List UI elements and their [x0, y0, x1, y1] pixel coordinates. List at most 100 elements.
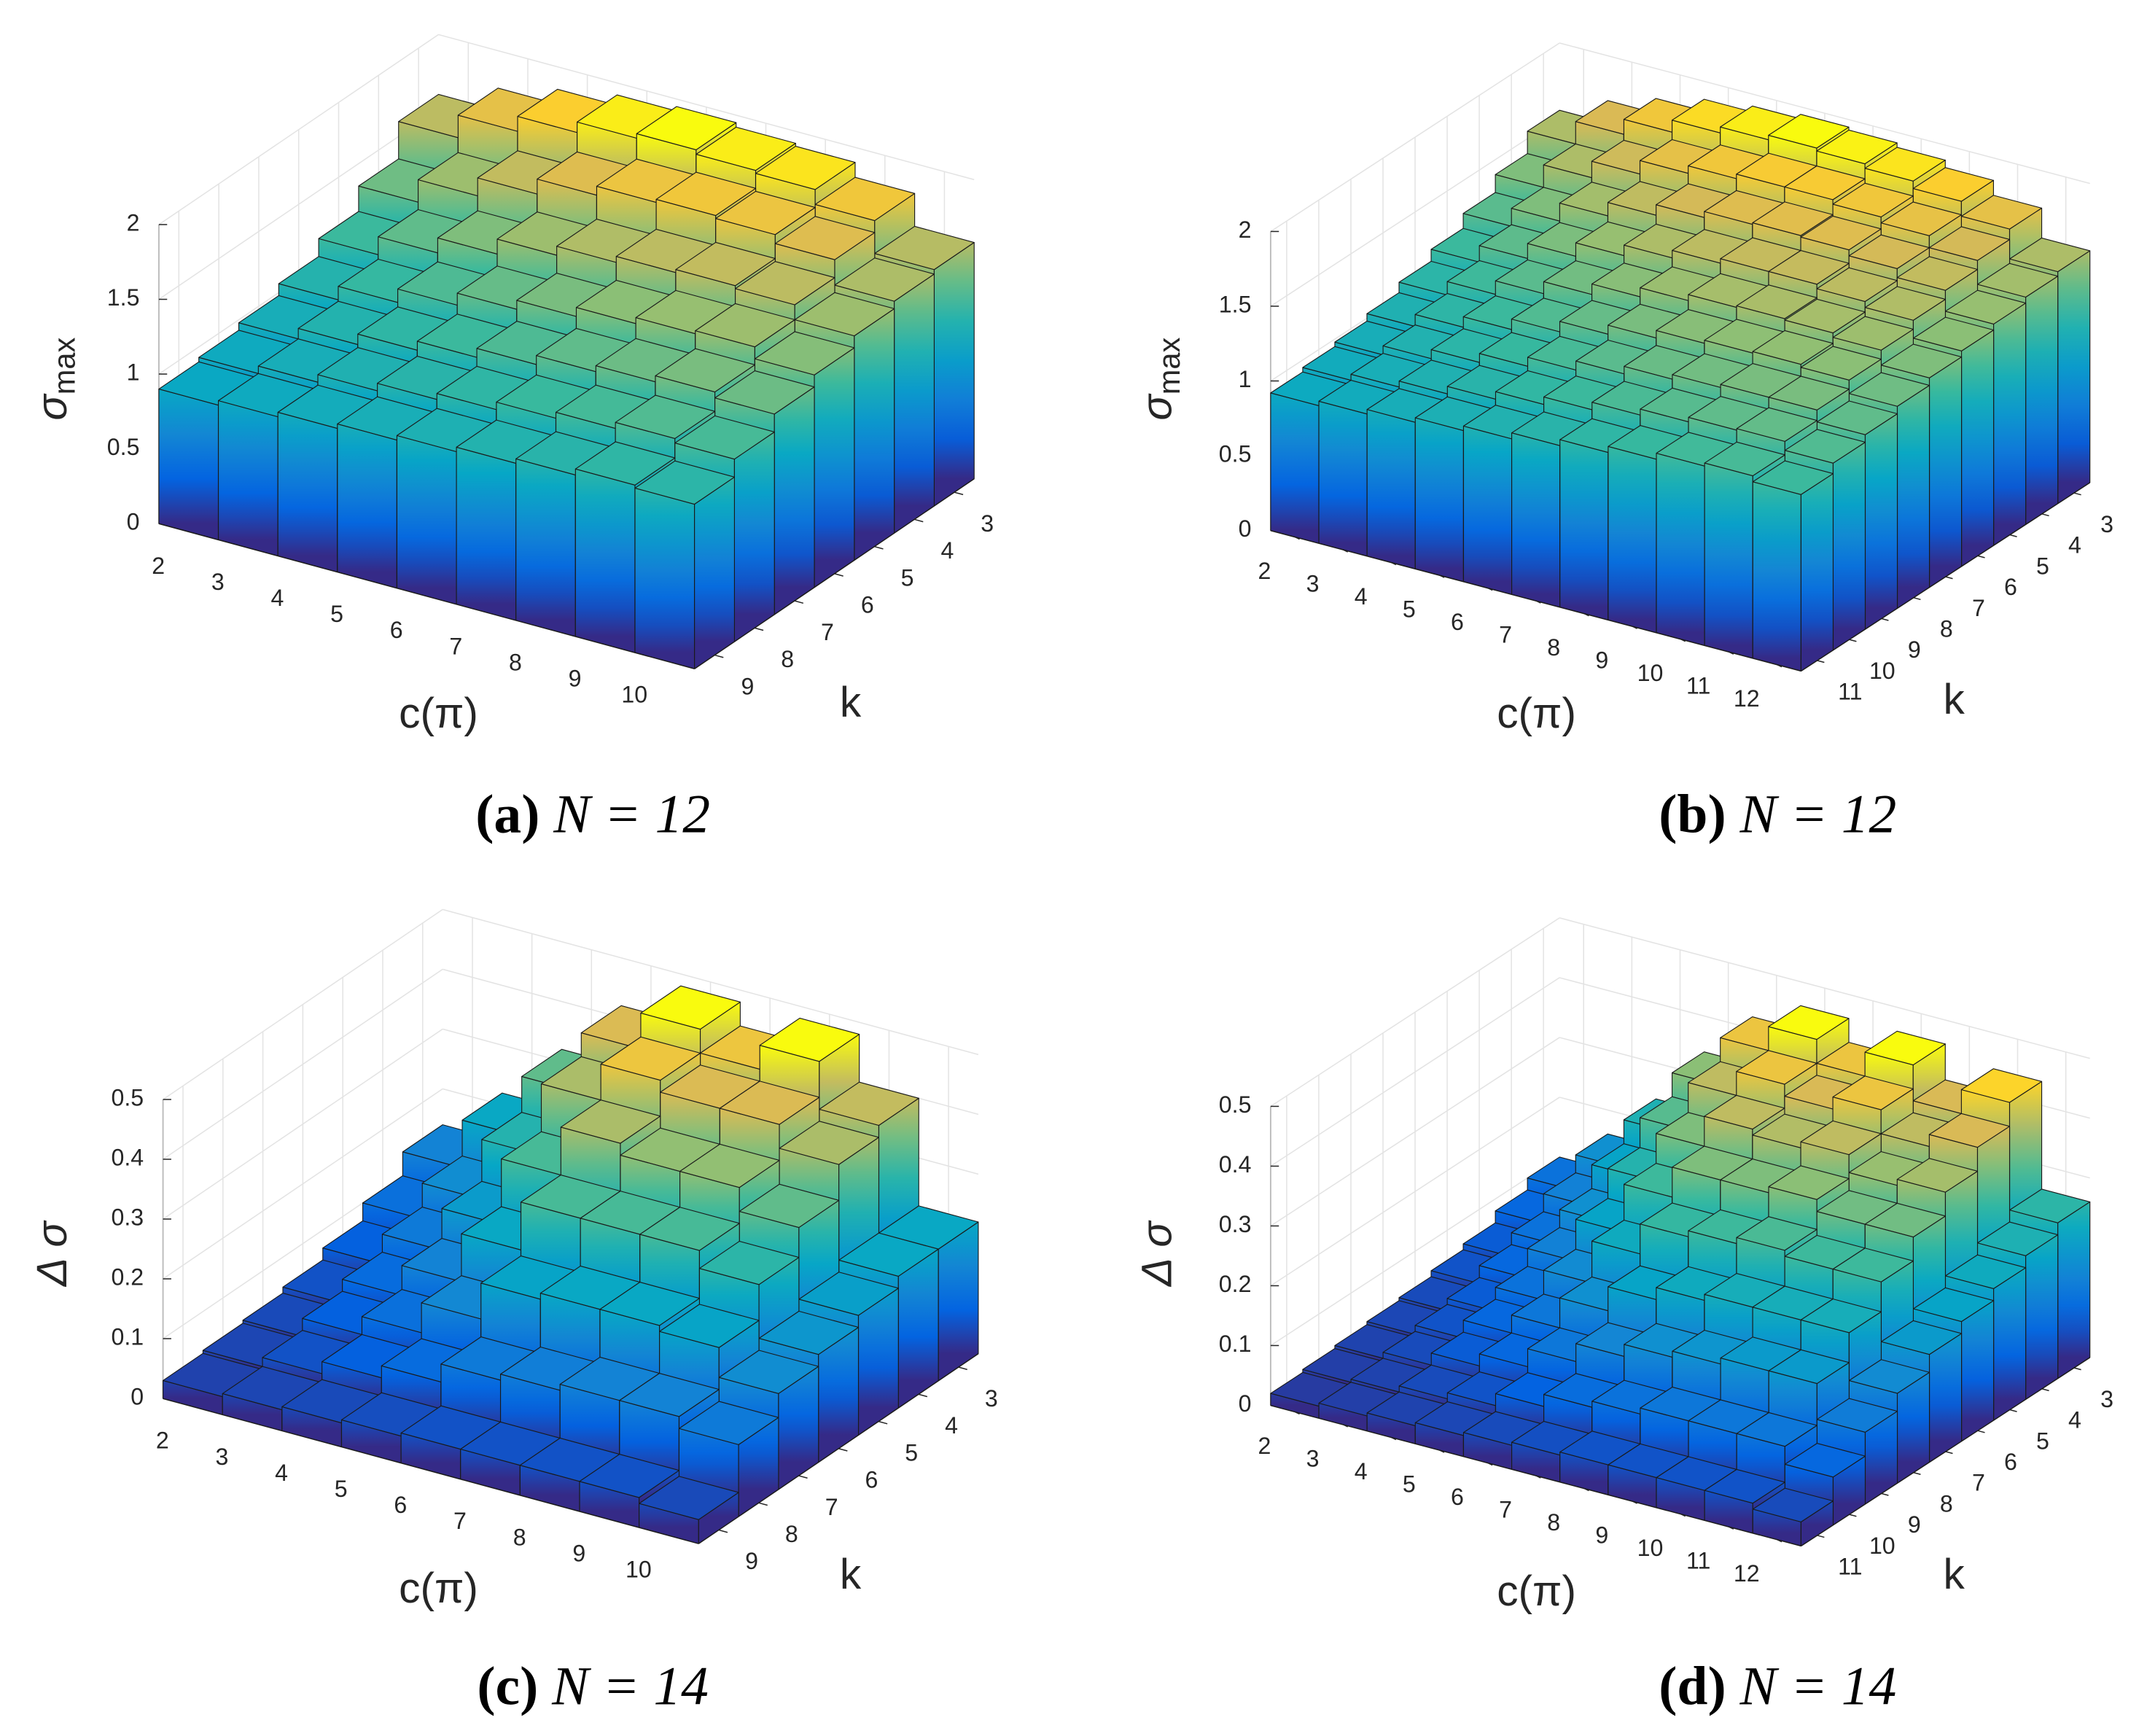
bar-front — [396, 435, 457, 605]
y-tick-label: 3 — [981, 510, 994, 537]
bar-top — [1768, 250, 1850, 285]
bar-top — [1960, 1068, 2043, 1103]
caption-tag: (a) — [475, 785, 539, 845]
tick-mark — [1849, 1514, 1857, 1517]
bar-top — [560, 1099, 661, 1144]
bar-top — [1928, 226, 2011, 261]
tick-mark — [1945, 576, 1953, 580]
z-tick-label: 0.2 — [1219, 1271, 1252, 1297]
bar-top — [1704, 441, 1785, 477]
bar-front — [634, 487, 696, 669]
z-label-symbol: σ — [29, 393, 77, 421]
caption-tag: (b) — [1659, 785, 1726, 845]
y-tick-label: 5 — [2036, 1428, 2049, 1454]
y-tick-label: 11 — [1838, 1554, 1862, 1580]
caption-tag: (c) — [477, 1657, 538, 1717]
bar — [639, 1476, 739, 1544]
bar-top — [639, 1476, 739, 1520]
x-axis-label: c(π) — [399, 690, 478, 737]
z-tick-label: 0.1 — [1219, 1331, 1252, 1357]
bar-top — [1912, 1287, 1995, 1323]
bar-top — [798, 1272, 899, 1316]
panel: 00.10.20.30.40.52 3 4 5 6 7 8 9 10 11 123456789101… — [1134, 917, 2113, 1717]
y-tick-label: 3 — [2100, 1386, 2113, 1412]
tick-mark — [838, 1447, 848, 1452]
z-tick-label: 0.3 — [1219, 1211, 1252, 1237]
y-tick-label: 3 — [2100, 511, 2113, 537]
tick-mark — [878, 1420, 888, 1425]
tick-mark — [1817, 660, 1825, 663]
bar-top — [734, 261, 835, 305]
bar-top — [675, 241, 776, 287]
z-tick-label: 2 — [1239, 217, 1252, 243]
bar-top — [634, 460, 735, 505]
x-tick-label: 5 — [1403, 596, 1416, 622]
bar-top — [1800, 346, 1882, 381]
bar-side — [1896, 384, 1930, 609]
z-axis-label: σmax — [1134, 338, 1186, 421]
bar-top — [1848, 1359, 1930, 1394]
bar-top — [640, 985, 741, 1030]
tick-mark — [2041, 513, 2049, 517]
x-tick-label: 5 — [330, 601, 343, 627]
z-tick-label: 0 — [130, 1384, 144, 1410]
y-tick-label: 5 — [905, 1439, 918, 1466]
y-tick-label: 8 — [1940, 616, 1953, 642]
tick-mark — [754, 627, 764, 631]
bar-top — [1832, 182, 1914, 218]
x-tick-label: 7 — [449, 633, 462, 659]
bar-front — [1462, 425, 1513, 595]
y-tick-label: 4 — [940, 537, 954, 564]
bar-side — [1993, 1267, 2027, 1421]
x-tick-label: 7 — [453, 1508, 467, 1534]
bar-front — [1608, 445, 1657, 634]
bar-top — [1704, 1468, 1785, 1504]
tick-mark — [2009, 534, 2017, 537]
bar-top — [1736, 284, 1817, 319]
bar-top — [698, 1240, 800, 1285]
y-tick-label: 8 — [785, 1521, 798, 1547]
bar-side — [1961, 330, 1995, 567]
z-tick-label: 1 — [127, 359, 140, 386]
bar-top — [834, 257, 935, 302]
x-tick-label: 8 — [509, 649, 522, 675]
bar-side — [774, 386, 815, 615]
bar-top — [1880, 201, 1962, 236]
x-tick-label: 2 — [156, 1428, 169, 1454]
x-tick-label: 2 — [1258, 1433, 1271, 1459]
y-tick-label: 9 — [1908, 1511, 1921, 1538]
tick-mark — [1913, 1471, 1921, 1475]
bar-top — [636, 106, 737, 151]
x-axis-label: c(π) — [1497, 690, 1576, 737]
bar-top — [874, 225, 975, 270]
x-axis-label: c(π) — [1497, 1568, 1576, 1615]
bar-top — [1816, 1398, 1898, 1433]
z-tick-label: 0.5 — [1219, 440, 1252, 467]
x-tick-label: 4 — [1355, 583, 1368, 610]
tick-mark — [1881, 1492, 1889, 1496]
tick-mark — [874, 545, 884, 550]
bar-front — [1270, 392, 1320, 544]
z-label-symbol: σ — [1134, 393, 1181, 421]
x-tick-label: 9 — [572, 1540, 585, 1566]
bar-top — [600, 1036, 701, 1081]
bar-side — [1832, 441, 1866, 651]
bar-side — [894, 273, 935, 534]
z-label-symbol: Δ σ — [29, 1220, 77, 1288]
x-tick-label: 9 — [1595, 1522, 1608, 1548]
bar-side — [694, 476, 735, 669]
y-tick-label: 6 — [865, 1467, 878, 1493]
x-tick-label: 3 — [216, 1444, 229, 1470]
bar-side — [733, 431, 775, 642]
z-tick-label: 0.2 — [111, 1264, 144, 1290]
x-tick-label: 4 — [1355, 1458, 1368, 1484]
tick-mark — [758, 1502, 768, 1506]
bar-top — [1928, 1113, 2011, 1148]
bar-top — [1944, 1254, 2027, 1289]
x-tick-label: 3 — [1306, 570, 1320, 596]
bar-top — [639, 1207, 740, 1251]
y-tick-label: 7 — [825, 1494, 838, 1520]
bar-top — [1864, 1030, 1946, 1066]
bar-top — [754, 331, 855, 375]
